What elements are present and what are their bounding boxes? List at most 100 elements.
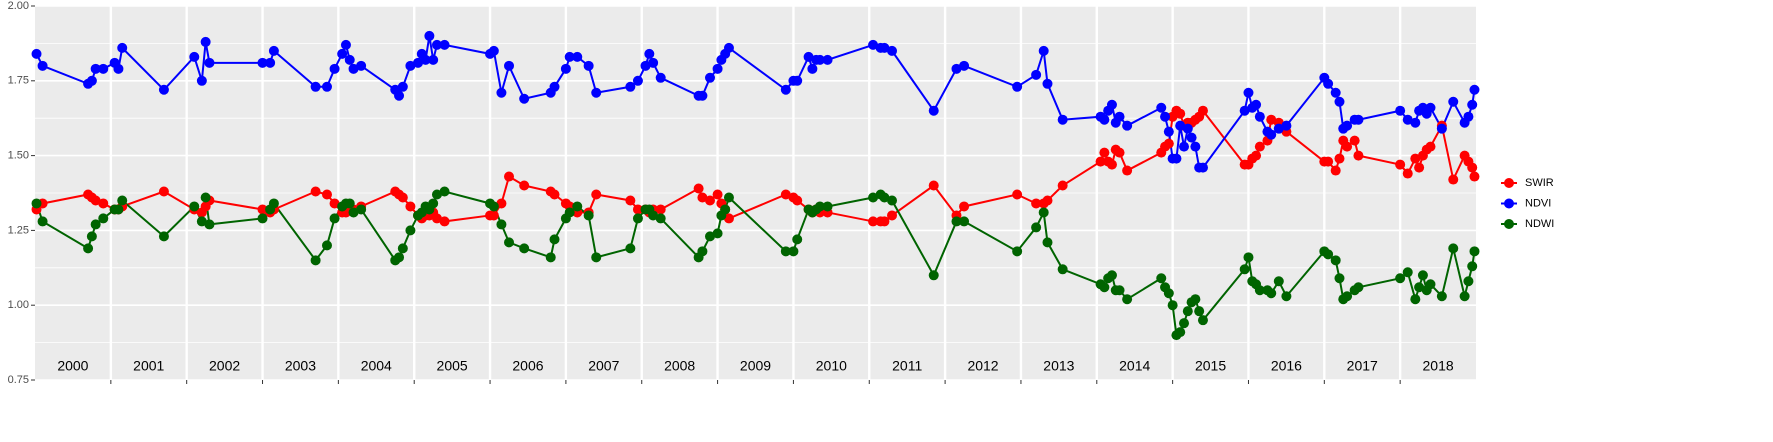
data-point <box>959 201 970 212</box>
data-point <box>310 255 321 266</box>
data-point <box>704 72 715 83</box>
data-point <box>90 63 101 74</box>
data-point <box>1467 261 1478 272</box>
data-point <box>1057 264 1068 275</box>
data-point <box>625 243 636 254</box>
data-point <box>780 246 791 257</box>
data-point <box>1197 105 1208 116</box>
data-point <box>488 201 499 212</box>
data-point <box>1448 96 1459 107</box>
data-point <box>394 252 405 263</box>
year-label: 2001 <box>133 358 164 374</box>
data-point <box>1031 69 1042 80</box>
data-point <box>887 45 898 56</box>
data-point <box>1395 105 1406 116</box>
data-point <box>1463 276 1474 287</box>
data-point <box>549 234 560 245</box>
data-point <box>1266 129 1277 140</box>
data-point <box>697 246 708 257</box>
data-point <box>1273 123 1284 134</box>
data-point <box>113 204 124 215</box>
data-point <box>344 198 355 209</box>
data-point <box>344 54 355 65</box>
data-point <box>31 198 42 209</box>
data-point <box>1436 291 1447 302</box>
data-point <box>591 189 602 200</box>
data-point <box>868 192 879 203</box>
data-point <box>1106 159 1117 170</box>
data-point <box>189 51 200 62</box>
data-point <box>405 60 416 71</box>
data-point <box>1175 120 1186 131</box>
year-label: 2006 <box>512 358 543 374</box>
data-point <box>632 75 643 86</box>
data-point <box>788 246 799 257</box>
data-point <box>310 186 321 197</box>
data-point <box>413 57 424 68</box>
data-point <box>1425 141 1436 152</box>
data-point <box>1463 111 1474 122</box>
data-point <box>697 192 708 203</box>
y-tick-label: 1.00 <box>8 299 29 311</box>
data-point <box>1106 270 1117 281</box>
data-point <box>959 216 970 227</box>
data-point <box>83 243 94 254</box>
data-point <box>1353 114 1364 125</box>
data-point <box>268 45 279 56</box>
data-point <box>504 237 515 248</box>
y-tick-label: 2.00 <box>8 0 29 12</box>
data-point <box>1182 123 1193 134</box>
data-point <box>1179 318 1190 329</box>
legend-swatch <box>1504 219 1514 229</box>
data-point <box>814 201 825 212</box>
data-point <box>1095 156 1106 167</box>
year-label: 2003 <box>285 358 316 374</box>
data-point <box>1190 294 1201 305</box>
data-point <box>348 207 359 218</box>
data-point <box>564 51 575 62</box>
data-point <box>439 39 450 50</box>
data-point <box>321 240 332 251</box>
data-point <box>496 87 507 98</box>
data-point <box>1469 246 1480 257</box>
data-point <box>655 213 666 224</box>
data-point <box>113 63 124 74</box>
data-point <box>1186 132 1197 143</box>
data-point <box>356 60 367 71</box>
data-point <box>1163 126 1174 137</box>
data-point <box>1469 84 1480 95</box>
data-point <box>337 48 348 59</box>
data-point <box>1122 165 1133 176</box>
data-point <box>86 75 97 86</box>
year-label: 2010 <box>816 358 847 374</box>
data-point <box>488 45 499 56</box>
data-point <box>117 42 128 53</box>
data-point <box>1410 117 1421 128</box>
data-point <box>591 87 602 98</box>
data-point <box>257 213 268 224</box>
data-point <box>200 36 211 47</box>
data-point <box>648 210 659 221</box>
legend-label: NDVI <box>1525 197 1551 209</box>
data-point <box>1012 246 1023 257</box>
data-point <box>1031 222 1042 233</box>
year-label: 2017 <box>1347 358 1378 374</box>
data-point <box>1099 282 1110 293</box>
data-point <box>814 54 825 65</box>
legend-swatch <box>1504 198 1514 209</box>
data-point <box>780 84 791 95</box>
data-point <box>928 180 939 191</box>
data-point <box>265 57 276 68</box>
data-point <box>868 39 879 50</box>
data-point <box>879 192 890 203</box>
data-point <box>1163 288 1174 299</box>
data-point <box>723 192 734 203</box>
year-label: 2016 <box>1271 358 1302 374</box>
data-point <box>1106 99 1117 110</box>
data-point <box>591 252 602 263</box>
data-point <box>807 63 818 74</box>
y-tick-label: 1.75 <box>8 75 29 87</box>
data-point <box>572 51 583 62</box>
year-label: 2009 <box>740 358 771 374</box>
data-point <box>1057 114 1068 125</box>
